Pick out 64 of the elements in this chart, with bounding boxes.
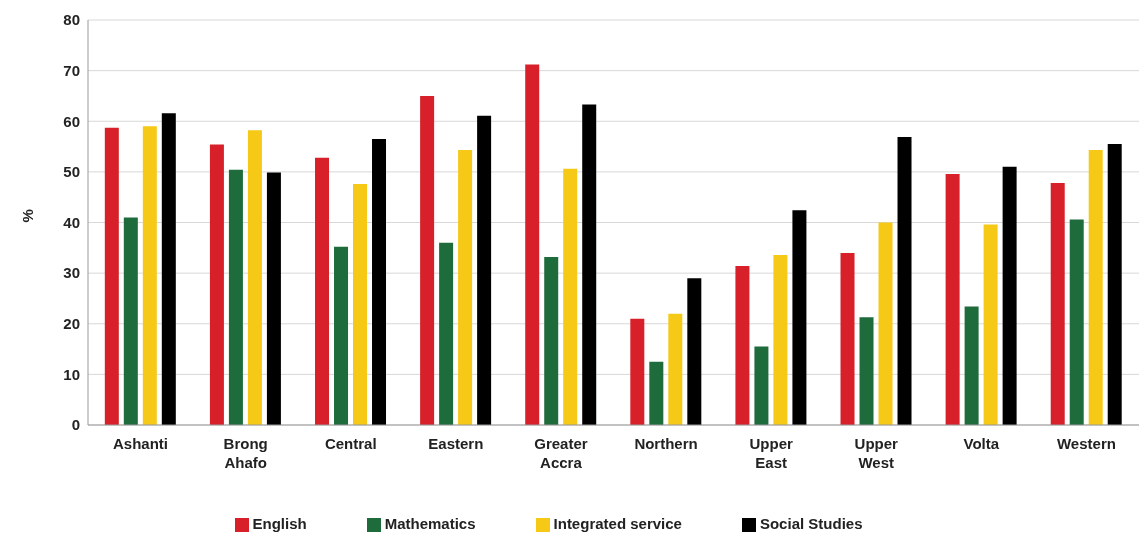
bar xyxy=(840,252,855,425)
bar xyxy=(754,346,769,425)
y-tick-label: 20 xyxy=(63,315,80,333)
legend-label: Social Studies xyxy=(759,515,863,532)
bar xyxy=(372,138,387,425)
bar xyxy=(544,256,559,425)
bar xyxy=(142,126,157,425)
bar xyxy=(266,172,281,425)
bar xyxy=(563,168,578,425)
x-tick-label: Central xyxy=(324,435,377,452)
y-tick-label: 80 xyxy=(63,11,80,29)
bar xyxy=(104,127,119,425)
bar xyxy=(420,95,435,425)
legend-label: Integrated service xyxy=(553,515,682,532)
bar xyxy=(630,318,645,425)
bar xyxy=(649,361,664,425)
x-tick-label: Northern xyxy=(634,435,698,452)
bar xyxy=(1050,183,1065,425)
bar xyxy=(859,317,874,425)
x-tick-label: Western xyxy=(1056,435,1116,452)
bar xyxy=(458,150,473,425)
x-tick-label: Greater Accra xyxy=(534,435,588,471)
bar xyxy=(334,246,349,425)
y-tick-label: 60 xyxy=(63,112,80,130)
x-tick-label: Upper West xyxy=(854,435,899,471)
x-tick-label: Upper East xyxy=(749,435,793,471)
bar xyxy=(439,242,454,425)
bar xyxy=(1107,144,1122,425)
bar xyxy=(735,266,750,425)
x-tick-label: Volta xyxy=(963,435,1000,452)
y-tick-label: 30 xyxy=(63,264,80,282)
bar xyxy=(477,115,492,425)
y-tick-label: 10 xyxy=(63,365,80,383)
y-axis-title: % xyxy=(19,209,37,223)
bar xyxy=(1069,219,1084,425)
x-tick-label: Eastern xyxy=(428,435,484,452)
bar xyxy=(525,64,540,425)
bar xyxy=(983,224,998,425)
bar xyxy=(668,313,683,425)
bar xyxy=(209,144,224,425)
y-tick-label: 50 xyxy=(63,163,80,181)
bar xyxy=(945,173,960,425)
bar xyxy=(228,169,243,425)
bar xyxy=(315,157,330,425)
y-tick-label: 70 xyxy=(63,61,80,79)
y-tick-label: 40 xyxy=(63,213,80,231)
bar xyxy=(687,278,702,425)
bar xyxy=(878,222,893,425)
x-tick-label: Ashanti xyxy=(113,435,169,452)
bar xyxy=(1088,150,1103,425)
bar xyxy=(247,130,262,425)
bar xyxy=(123,217,138,425)
bar xyxy=(897,136,912,425)
bar xyxy=(161,113,176,425)
bar xyxy=(582,104,597,425)
bar xyxy=(353,184,368,425)
bar xyxy=(773,254,788,425)
legend-label: Mathematics xyxy=(384,515,476,532)
y-tick-label: 0 xyxy=(71,416,80,434)
bar xyxy=(792,210,807,425)
x-tick-label: Brong Ahafo xyxy=(223,435,268,471)
bar xyxy=(1002,166,1017,425)
legend-label: English xyxy=(252,515,307,532)
bar xyxy=(964,306,979,425)
